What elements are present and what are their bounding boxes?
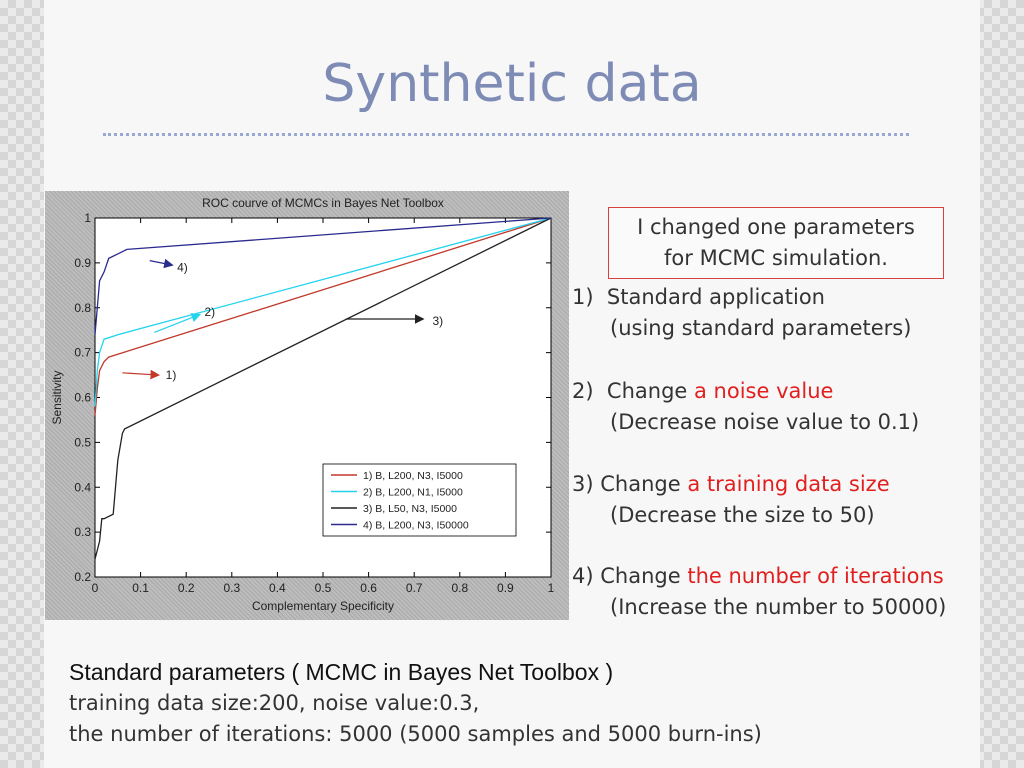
item-detail: (Decrease noise value to 0.1) xyxy=(610,410,920,434)
item-number: 4) xyxy=(572,564,594,588)
annotation-arrow-2 xyxy=(154,313,201,333)
annotation-arrow-4 xyxy=(149,258,174,269)
item-detail: (Increase the number to 50000) xyxy=(610,595,947,619)
item-highlight: a noise value xyxy=(694,379,834,403)
y-axis-label: Sensitivity xyxy=(50,370,64,424)
item-text: Change xyxy=(600,472,681,496)
x-tick-label: 0.7 xyxy=(406,581,423,595)
list-item-4: 4) Change the number of iterations (Incr… xyxy=(572,564,946,619)
y-tick-label: 0.9 xyxy=(74,256,91,270)
annotation-label-1: 1) xyxy=(166,368,177,382)
item-detail: (Decrease the size to 50) xyxy=(610,503,875,527)
x-tick-label: 0 xyxy=(92,581,99,595)
x-tick-label: 0.9 xyxy=(497,581,514,595)
legend-label-4: 4) B, L200, N3, I50000 xyxy=(363,520,469,532)
y-tick-label: 1 xyxy=(84,211,91,225)
chart-title: ROC courve of MCMCs in Bayes Net Toolbox xyxy=(202,196,444,210)
series-line-2 xyxy=(94,217,552,407)
item-detail: (using standard parameters) xyxy=(610,316,912,340)
roc-chart-panel: ROC courve of MCMCs in Bayes Net Toolbox… xyxy=(45,191,569,620)
title-divider xyxy=(103,133,909,136)
x-tick-label: 0.1 xyxy=(132,581,149,595)
series-line-4 xyxy=(94,217,552,335)
series-line-3 xyxy=(94,217,552,560)
note-line-1: I changed one parameters xyxy=(637,215,915,239)
x-tick-label: 0.5 xyxy=(315,581,332,595)
list-item-2: 2) Change a noise value (Decrease noise … xyxy=(572,379,919,434)
item-number: 2) xyxy=(572,379,594,403)
legend-label-1: 1) B, L200, N3, I5000 xyxy=(363,470,463,482)
item-highlight: the number of iterations xyxy=(687,564,944,588)
footer-heading: Standard parameters ( MCMC in Bayes Net … xyxy=(69,659,614,685)
y-tick-label: 0.6 xyxy=(74,391,91,405)
parameter-note-box: I changed one parameters for MCMC simula… xyxy=(608,207,944,279)
item-highlight: a training data size xyxy=(687,472,890,496)
legend-label-3: 3) B, L50, N3, I5000 xyxy=(363,503,457,515)
series-line-1 xyxy=(94,217,552,416)
page-title: Synthetic data xyxy=(322,54,702,114)
y-tick-label: 0.2 xyxy=(74,570,91,584)
item-text: Standard application xyxy=(606,285,825,309)
x-tick-label: 0.3 xyxy=(223,581,240,595)
footer-line-1: training data size:200, noise value:0.3, xyxy=(69,691,480,715)
y-tick-label: 0.5 xyxy=(74,435,91,449)
annotation-label-3: 3) xyxy=(432,314,443,328)
footer-line-2: the number of iterations: 5000 (5000 sam… xyxy=(69,722,762,746)
note-line-2: for MCMC simulation. xyxy=(664,246,888,270)
annotation-label-4: 4) xyxy=(177,260,188,274)
roc-chart: ROC courve of MCMCs in Bayes Net Toolbox… xyxy=(50,196,555,613)
y-tick-label: 0.4 xyxy=(74,480,91,494)
x-tick-label: 1 xyxy=(548,581,555,595)
item-text: Change xyxy=(600,564,681,588)
item-number: 1) xyxy=(572,285,594,309)
standard-parameters-footer: Standard parameters ( MCMC in Bayes Net … xyxy=(69,657,762,750)
list-item-1: 1) Standard application (using standard … xyxy=(572,285,911,340)
x-axis-label: Complementary Specificity xyxy=(252,599,394,613)
item-text: Change xyxy=(606,379,688,403)
legend-label-2: 2) B, L200, N1, I5000 xyxy=(363,487,463,499)
item-number: 3) xyxy=(572,472,594,496)
y-tick-label: 0.7 xyxy=(74,346,91,360)
x-tick-label: 0.8 xyxy=(451,581,468,595)
annotation-arrow-1 xyxy=(122,369,161,380)
annotation-label-2: 2) xyxy=(204,305,215,319)
y-tick-label: 0.8 xyxy=(74,301,91,315)
y-tick-label: 0.3 xyxy=(74,525,91,539)
list-item-3: 3) Change a training data size (Decrease… xyxy=(572,472,890,527)
x-tick-label: 0.2 xyxy=(178,581,195,595)
x-tick-label: 0.6 xyxy=(360,581,377,595)
x-tick-label: 0.4 xyxy=(269,581,286,595)
